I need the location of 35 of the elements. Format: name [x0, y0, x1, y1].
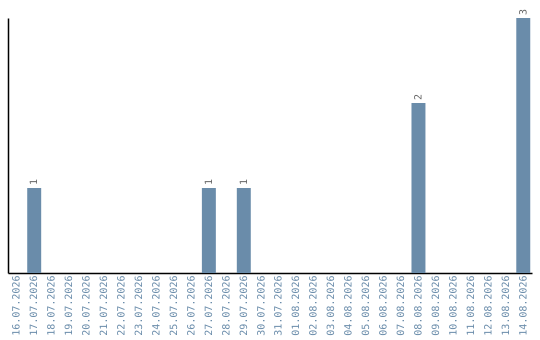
x-tick-label: 06.08.2026	[378, 276, 390, 336]
x-tick-label: 10.08.2026	[448, 276, 460, 336]
x-tick-label: 17.07.2026	[29, 276, 40, 336]
x-tick-label: 19.07.2026	[64, 276, 76, 336]
x-tick-label: 05.08.2026	[361, 276, 372, 336]
x-tick-label: 11.08.2026	[466, 276, 477, 336]
x-tick-label: 18.07.2026	[46, 276, 58, 336]
x-tick-label: 04.08.2026	[344, 276, 355, 336]
x-tick-label: 14.08.2026	[518, 276, 530, 336]
data-label: 3	[518, 8, 530, 15]
x-tick-label: 07.08.2026	[396, 276, 407, 336]
x-tick-label: 21.07.2026	[99, 276, 110, 336]
x-tick-label: 20.07.2026	[82, 276, 93, 336]
x-tick-label: 01.08.2026	[291, 276, 302, 336]
x-tick-label: 31.07.2026	[274, 276, 285, 336]
x-tick-label: 27.07.2026	[204, 276, 215, 336]
x-tick-label: 25.07.2026	[168, 276, 180, 336]
data-label: 1	[238, 178, 250, 185]
x-tick-label: 09.08.2026	[430, 276, 442, 336]
x-tick-label: 26.07.2026	[186, 276, 198, 336]
x-tick-label: 16.07.2026	[12, 276, 23, 336]
x-tick-label: 02.08.2026	[308, 276, 320, 336]
x-tick-label: 24.07.2026	[151, 276, 162, 336]
x-tick-label: 29.07.2026	[238, 276, 250, 336]
x-tick-label: 28.07.2026	[221, 276, 232, 336]
x-tick-label: 12.08.2026	[483, 276, 494, 336]
x-tick-label: 30.07.2026	[256, 276, 268, 336]
x-tick-label: 08.08.2026	[413, 276, 424, 336]
data-label: 1	[204, 178, 215, 185]
x-tick-label: 03.08.2026	[326, 276, 338, 336]
x-tick-label: 13.08.2026	[500, 276, 512, 336]
x-tick-label: 23.07.2026	[134, 276, 145, 336]
x-tick-label: 22.07.2026	[116, 276, 128, 336]
data-label: 2	[413, 94, 424, 100]
data-label: 1	[29, 178, 40, 185]
